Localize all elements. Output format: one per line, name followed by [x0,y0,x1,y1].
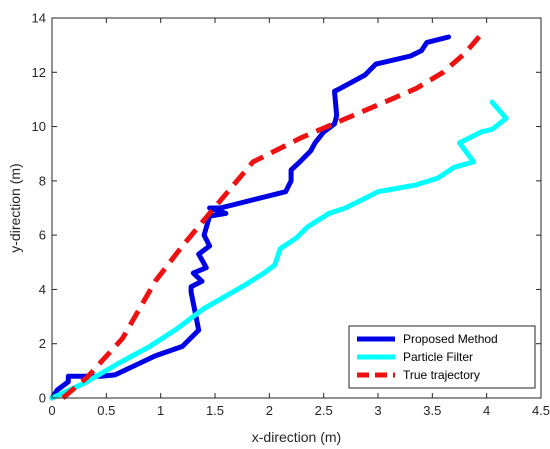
y-tick-label: 8 [39,173,46,188]
axes-box [51,17,542,399]
legend: Proposed Method Particle Filter True traje… [348,325,536,389]
y-axis-label: y-direction (m) [7,163,23,252]
x-tick-label: 0 [48,403,55,418]
x-tick-label: 0.5 [97,403,115,418]
x-tick-label: 2 [266,403,273,418]
y-tick-label: 6 [39,228,46,243]
x-tick-label: 3.5 [423,403,441,418]
y-tick-label: 2 [39,336,46,351]
y-tick-label: 14 [32,11,46,26]
axis-ticks: 0 0.5 1 1.5 2 2.5 3 3.5 4 4.5 0 2 4 6 8 10 12 14 [32,11,550,419]
x-tick-label: 1.5 [206,403,224,418]
series-line-proposed-method [49,34,452,401]
legend-label: Particle Filter [403,350,473,364]
x-tick-label: 1 [157,403,164,418]
y-tick-label: 12 [32,65,46,80]
legend-label: Proposed Method [403,332,498,346]
x-tick-label: 2.5 [315,403,333,418]
plot-area [49,32,509,401]
x-tick-label: 4.5 [532,403,550,418]
x-axis-label: x-direction (m) [252,429,341,445]
series-line-particle-filter [49,99,509,401]
y-tick-label: 10 [32,119,46,134]
y-tick-label: 4 [39,282,46,297]
series-line-true-trajectory [61,32,484,400]
y-tick-label: 0 [39,391,46,406]
legend-label: True trajectory [403,368,480,382]
x-tick-label: 4 [483,403,490,418]
x-tick-label: 3 [374,403,381,418]
